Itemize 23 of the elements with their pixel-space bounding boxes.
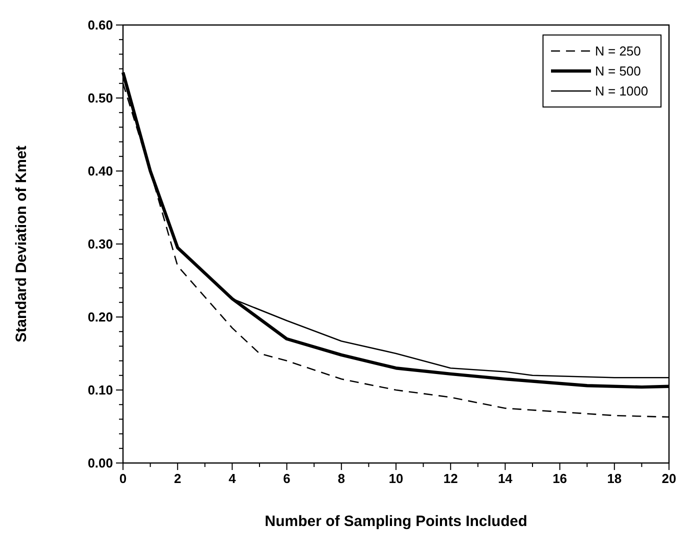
text: 0.00 — [88, 456, 113, 471]
y-tick-label: 0.60 — [88, 18, 113, 33]
x-tick-label: 14 — [498, 471, 514, 486]
y-tick-label: 0.10 — [88, 382, 113, 398]
x-tick-label: 20 — [662, 471, 676, 486]
x-tick-label: 16 — [552, 471, 568, 486]
x-tick-label: 10 — [388, 471, 404, 486]
legend-label: N = 500 — [595, 64, 641, 79]
x-tick-label: 4 — [228, 471, 237, 486]
y-tick-label: 0.50 — [88, 90, 113, 106]
legend-label: N = 250 — [595, 44, 641, 59]
y-axis-title: Standard Deviation of Kmet — [13, 146, 30, 342]
x-tick-label: 0 — [119, 471, 127, 486]
x-tick-label: 12 — [443, 471, 458, 486]
y-tick-label: 0.30 — [88, 236, 113, 252]
x-tick-label: 8 — [338, 471, 346, 486]
x-tick-label: 6 — [283, 471, 290, 486]
y-tick-label: 0.20 — [88, 310, 113, 325]
y-tick-label: 0.40 — [88, 164, 113, 179]
x-tick-label: 18 — [607, 471, 622, 486]
legend-label: N = 1000 — [595, 84, 648, 99]
x-axis-title: Number of Sampling Points Included — [264, 513, 528, 530]
x-tick-label: 2 — [174, 471, 182, 486]
